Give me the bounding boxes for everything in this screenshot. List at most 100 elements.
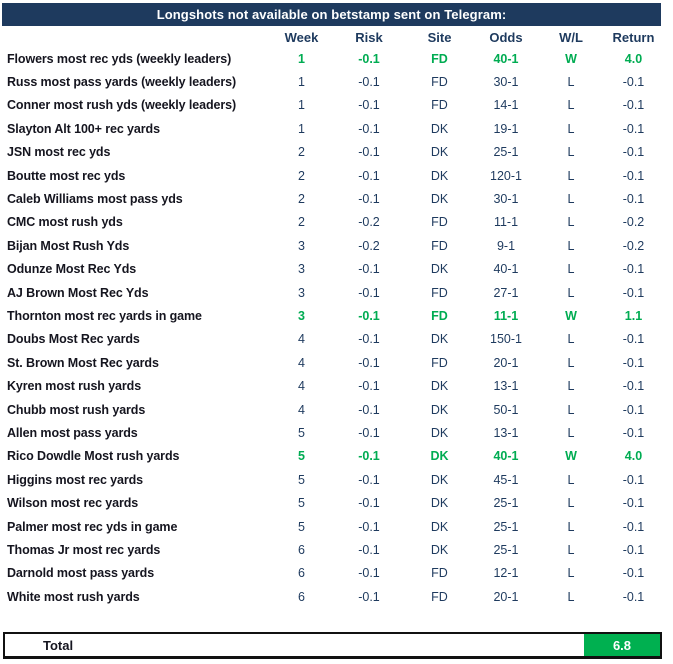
bet-return: 4.0 (624, 51, 643, 66)
bet-name: Caleb Williams most pass yds (7, 192, 183, 207)
bet-return: 1.1 (624, 308, 643, 323)
bet-risk: -0.1 (358, 285, 380, 300)
bet-name: Slayton Alt 100+ rec yards (7, 121, 160, 136)
bet-result: L (567, 355, 575, 370)
table-row: Rico Dowdle Most rush yards 5 -0.1 DK 40… (2, 445, 663, 468)
bet-site: FD (431, 51, 448, 66)
bet-site: FD (431, 98, 448, 113)
bet-name: Doubs Most Rec yards (7, 332, 140, 347)
bet-name: CMC most rush yds (7, 215, 123, 230)
bet-week: 5 (298, 496, 305, 511)
bet-risk: -0.1 (358, 51, 380, 66)
bet-result: L (567, 98, 575, 113)
bet-risk: -0.2 (358, 215, 380, 230)
bet-odds: 25-1 (493, 496, 519, 511)
bet-name: Higgins most rec yards (7, 472, 144, 487)
bet-week: 2 (298, 168, 305, 183)
bet-return: -0.1 (622, 425, 645, 440)
table-row: Palmer most rec yds in game 5 -0.1 DK 25… (2, 515, 663, 538)
bet-site: FD (431, 285, 448, 300)
bet-site: FD (431, 75, 448, 90)
bet-return: -0.1 (622, 566, 645, 581)
bet-return: -0.1 (622, 542, 645, 557)
bet-site: DK (430, 472, 449, 487)
bet-return: -0.1 (622, 589, 645, 604)
bet-name: Bijan Most Rush Yds (7, 238, 130, 253)
bet-week: 3 (298, 238, 305, 253)
bet-odds: 150-1 (490, 332, 522, 347)
total-value: 6.8 (612, 637, 632, 653)
bet-week: 3 (298, 308, 305, 323)
bet-result: W (565, 51, 577, 66)
bet-site: DK (430, 332, 449, 347)
bet-return: -0.1 (622, 285, 645, 300)
bet-name: White most rush yards (7, 589, 140, 604)
bet-week: 1 (298, 98, 305, 113)
bet-result: L (567, 215, 575, 230)
bet-name: Allen most pass yards (7, 425, 138, 440)
bet-site: DK (430, 121, 449, 136)
bet-name: Flowers most rec yds (weekly leaders) (7, 51, 232, 66)
bet-odds: 30-1 (493, 75, 519, 90)
bet-return: -0.1 (622, 519, 645, 534)
bet-odds: 40-1 (493, 449, 519, 464)
column-header-week: Week (284, 29, 319, 45)
bet-risk: -0.1 (358, 379, 380, 394)
table-row: Allen most pass yards 5 -0.1 DK 13-1 L -… (2, 421, 663, 444)
bet-risk: -0.1 (358, 542, 380, 557)
bet-odds: 20-1 (493, 589, 519, 604)
bet-risk: -0.1 (358, 402, 380, 417)
bet-risk: -0.1 (358, 355, 380, 370)
bet-odds: 11-1 (493, 215, 519, 230)
bet-return: -0.1 (622, 472, 645, 487)
total-label: Total (43, 637, 74, 653)
bet-week: 4 (298, 355, 305, 370)
bet-site: FD (431, 215, 448, 230)
bet-odds: 120-1 (490, 168, 522, 183)
bet-risk: -0.1 (358, 168, 380, 183)
table-row: Doubs Most Rec yards 4 -0.1 DK 150-1 L -… (2, 328, 663, 351)
bet-site: FD (431, 566, 448, 581)
bet-result: L (567, 542, 575, 557)
bet-site: DK (430, 425, 449, 440)
bet-week: 5 (298, 425, 305, 440)
table-row: Darnold most pass yards 6 -0.1 FD 12-1 L… (2, 562, 663, 585)
bet-name: Thornton most rec yards in game (7, 308, 202, 323)
table-body: Flowers most rec yds (weekly leaders) 1 … (2, 47, 663, 608)
bet-odds: 20-1 (493, 355, 519, 370)
bet-odds: 40-1 (493, 262, 519, 277)
bet-return: -0.1 (622, 402, 645, 417)
table-row: Higgins most rec yards 5 -0.1 DK 45-1 L … (2, 468, 663, 491)
bet-site: FD (431, 589, 448, 604)
bet-odds: 45-1 (493, 472, 519, 487)
bet-site: DK (430, 519, 449, 534)
bet-name: Rico Dowdle Most rush yards (7, 449, 180, 464)
bet-name: Russ most pass yards (weekly leaders) (7, 75, 237, 90)
bet-week: 6 (298, 589, 305, 604)
table-row: Russ most pass yards (weekly leaders) 1 … (2, 70, 663, 93)
bet-odds: 25-1 (493, 145, 519, 160)
bet-week: 2 (298, 145, 305, 160)
bet-result: L (567, 496, 575, 511)
bet-week: 6 (298, 542, 305, 557)
bet-week: 1 (298, 121, 305, 136)
bet-name: AJ Brown Most Rec Yds (7, 285, 149, 300)
bet-week: 2 (298, 192, 305, 207)
bet-site: DK (430, 402, 449, 417)
bet-result: L (567, 192, 575, 207)
bet-week: 1 (298, 75, 305, 90)
table-row: Wilson most rec yards 5 -0.1 DK 25-1 L -… (2, 491, 663, 514)
bet-odds: 40-1 (493, 51, 519, 66)
bet-odds: 30-1 (493, 192, 519, 207)
total-value-cell: 6.8 (584, 634, 660, 656)
bet-site: FD (431, 238, 448, 253)
total-row: Total 6.8 (3, 632, 662, 659)
table-title-bar: Longshots not available on betstamp sent… (2, 3, 661, 26)
table-row: AJ Brown Most Rec Yds 3 -0.1 FD 27-1 L -… (2, 281, 663, 304)
bet-risk: -0.1 (358, 75, 380, 90)
bet-name: Chubb most rush yards (7, 402, 146, 417)
column-header-risk: Risk (355, 29, 383, 45)
bet-week: 6 (298, 566, 305, 581)
bet-risk: -0.1 (358, 449, 380, 464)
